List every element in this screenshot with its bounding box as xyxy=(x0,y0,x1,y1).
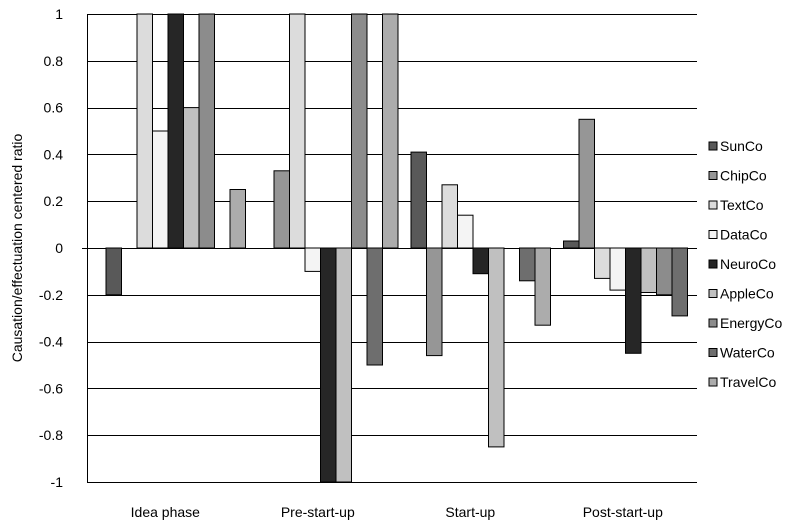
bar-textco-1 xyxy=(289,13,306,249)
legend-label-neuroco: NeuroCo xyxy=(720,256,776,272)
bar-sunco-3 xyxy=(563,240,580,249)
legend-label-appleco: AppleCo xyxy=(720,286,774,302)
bar-waterco-1 xyxy=(366,247,383,366)
bar-energyco-0 xyxy=(198,13,215,249)
x-category-labels: Idea phase Pre-start-up Start-up Post-start… xyxy=(131,504,663,520)
y-tick-label: 0 xyxy=(55,240,63,256)
bar-dataco-0 xyxy=(152,130,169,249)
bar-appleco-0 xyxy=(183,107,200,249)
bar-neuroco-0 xyxy=(167,13,184,249)
legend-swatch-waterco xyxy=(708,348,718,357)
bar-energyco-1 xyxy=(351,13,368,249)
bar-travelco-2 xyxy=(534,247,551,326)
legend-label-waterco: WaterCo xyxy=(720,345,775,361)
x-category-label: Post-start-up xyxy=(583,504,663,520)
bar-sunco-2 xyxy=(410,151,427,249)
bar-travelco-1 xyxy=(382,13,399,249)
bar-neuroco-2 xyxy=(472,247,489,275)
bar-dataco-1 xyxy=(304,247,321,272)
x-category-label: Idea phase xyxy=(131,504,200,520)
legend-label-travelco: TravelCo xyxy=(720,374,776,390)
y-tick-label: 0.4 xyxy=(44,146,64,162)
x-category-label: Start-up xyxy=(445,504,495,520)
bar-chipco-2 xyxy=(426,247,443,357)
y-tick-label: 1 xyxy=(55,6,63,22)
legend-swatch-neuroco xyxy=(708,259,718,269)
legend-swatch-appleco xyxy=(708,289,718,298)
bars xyxy=(105,13,688,483)
y-axis-title: Causation/effectuation centered ratio xyxy=(9,134,25,363)
legend-swatch-travelco xyxy=(708,377,718,387)
legend-label-chipco: ChipCo xyxy=(720,168,767,184)
legend-swatch-dataco xyxy=(708,230,718,239)
x-category-label: Pre-start-up xyxy=(281,504,355,520)
bar-neuroco-1 xyxy=(320,247,337,483)
legend-swatch-textco xyxy=(708,200,718,210)
bar-dataco-3 xyxy=(609,247,626,291)
y-tick-label: -0.8 xyxy=(39,427,63,443)
bar-waterco-3 xyxy=(671,247,688,317)
bar-appleco-3 xyxy=(640,247,657,293)
y-tick-labels: 1 0.8 0.6 0.4 0.2 0 -0.2 -0.4 -0.6 -0.8 -1 xyxy=(39,6,63,490)
bar-chipco-3 xyxy=(578,118,595,249)
bar-energyco-3 xyxy=(656,247,673,296)
legend-swatch-energyco xyxy=(708,318,718,328)
y-tick-label: -0.2 xyxy=(39,287,63,303)
bar-textco-2 xyxy=(441,184,458,249)
axes xyxy=(82,14,88,482)
bar-appleco-2 xyxy=(488,247,505,448)
bar-textco-0 xyxy=(136,13,153,249)
bar-textco-3 xyxy=(594,247,611,279)
y-tick-label: -0.6 xyxy=(39,380,63,396)
legend-label-textco: TextCo xyxy=(720,197,764,213)
y-tick-label: 0.8 xyxy=(44,53,64,69)
legend-label-sunco: SunCo xyxy=(720,138,763,154)
legend-swatch-sunco xyxy=(708,141,718,151)
bar-dataco-2 xyxy=(457,214,474,249)
bar-neuroco-3 xyxy=(625,247,642,354)
bar-appleco-1 xyxy=(335,247,352,483)
legend-swatch-chipco xyxy=(708,171,718,180)
bar-sunco-0 xyxy=(105,247,122,296)
legend: SunCo ChipCo TextCo DataCo NeuroCo AppleCo Ene… xyxy=(708,138,782,390)
y-tick-label: 0.2 xyxy=(44,193,64,209)
legend-label-dataco: DataCo xyxy=(720,227,768,243)
legend-label-energyco: EnergyCo xyxy=(720,315,782,331)
bar-chipco-1 xyxy=(273,170,290,249)
bar-waterco-2 xyxy=(519,247,536,282)
bar-travelco-0 xyxy=(229,189,246,249)
y-tick-label: 0.6 xyxy=(44,100,64,116)
y-tick-label: -1 xyxy=(51,474,64,490)
y-tick-label: -0.4 xyxy=(39,334,63,350)
